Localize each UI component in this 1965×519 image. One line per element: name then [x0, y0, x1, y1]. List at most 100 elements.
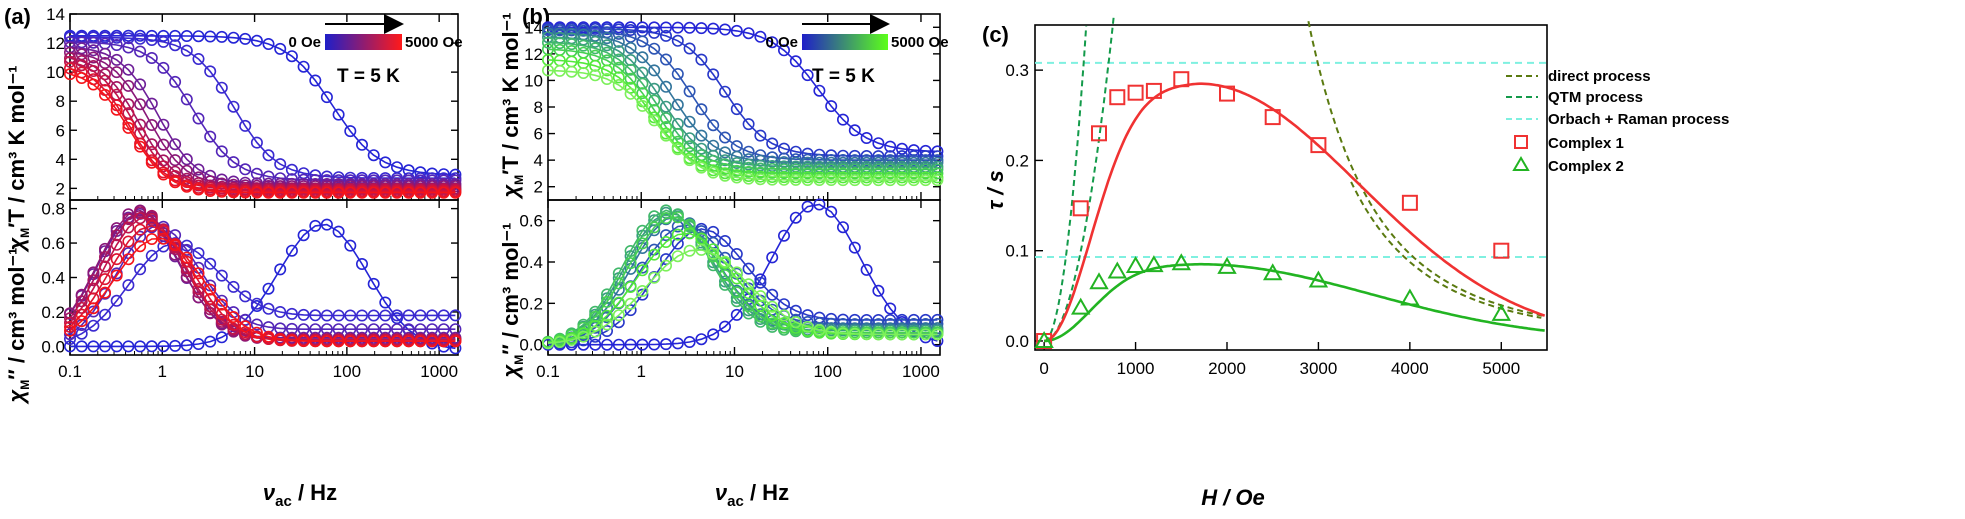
complex-2-point [1400, 288, 1420, 306]
a-bot-data-point [64, 316, 77, 329]
b-top-data-point [541, 64, 554, 77]
a-bot-data-point [285, 334, 298, 347]
b-bot-data-point [671, 250, 684, 263]
b-bot-data-point [589, 310, 602, 323]
b-top-data-point [718, 146, 731, 159]
b-bot-data-point [718, 235, 731, 248]
a-top-data-point [320, 91, 333, 104]
b-top-series-line [547, 36, 938, 168]
complex-1-point [1219, 85, 1235, 102]
a-top-data-point [110, 81, 123, 94]
b-bot-data-point [777, 298, 790, 311]
c-xtick-label: 5000 [1482, 359, 1520, 378]
a-top-data-point [402, 186, 415, 199]
b-top-data-point [600, 46, 613, 59]
b-bot-data-point [695, 232, 708, 245]
b-top-data-point [659, 21, 672, 34]
a-top-data-point [134, 29, 147, 42]
a-bot-data-point [297, 308, 310, 321]
b-top-data-point [718, 131, 731, 144]
b-bot-data-point [766, 300, 779, 313]
b-top-data-point [884, 140, 897, 153]
b-top-data-point [553, 24, 566, 37]
a-top-data-point [110, 103, 123, 116]
a-bot-data-point [414, 335, 427, 348]
b-bot-ytick-label: 0.6 [519, 212, 543, 231]
a-top-data-point [192, 52, 205, 65]
a-top-data-point [262, 37, 275, 50]
a-top-data-point [227, 100, 240, 113]
panel-a: (a) 2 4 6 8 10 12 14 0.0 0.2 0.4 0.6 0.8 0.1 1 10 100 1… [4, 4, 463, 510]
b-bot-data-point [789, 316, 802, 329]
a-bot-data-point [309, 335, 322, 348]
a-top-data-point [274, 158, 287, 171]
b-bot-data-point [636, 288, 649, 301]
qtm-guide [1044, 17, 1115, 342]
b-top-data-point [648, 82, 661, 95]
a-top-ytick-label: 6 [56, 121, 65, 140]
b-top-data-point [789, 173, 802, 186]
a-bot-data-point [134, 230, 147, 243]
b-bot-data-point [884, 302, 897, 315]
b-bot-data-point [659, 229, 672, 242]
panel-a-colorbar-max: 5000 Oe [405, 34, 463, 51]
b-top-ytick-label: 10 [524, 71, 543, 90]
a-top-data-point [332, 171, 345, 184]
b-top-data-point [671, 98, 684, 111]
a-top-data-point [64, 46, 77, 59]
b-bot-data-point [612, 277, 625, 290]
a-top-data-point [169, 75, 182, 88]
a-bot-data-point [367, 309, 380, 322]
b-bot-data-point [707, 328, 720, 341]
a-bot-data-point [239, 320, 252, 333]
b-bot-data-point [624, 338, 637, 351]
a-top-data-point [297, 186, 310, 199]
b-bot-data-point [836, 327, 849, 340]
a-top-data-point [75, 72, 88, 85]
a-top-data-point [169, 176, 182, 189]
a-top-data-point [309, 74, 322, 87]
a-top-data-point [332, 186, 345, 199]
b-bot-ytick-label: 0.4 [519, 253, 543, 272]
panel-c-legend: direct process QTM process Orbach + Rama… [1506, 68, 1729, 175]
a-bot-data-point [367, 335, 380, 348]
a-top-data-point [145, 29, 158, 42]
a-top-data-point [134, 98, 147, 111]
a-bot-data-point [215, 294, 228, 307]
a-top-ytick-label: 4 [56, 150, 65, 169]
panel-b-top-plot: 2 4 6 8 10 12 14 [524, 13, 944, 201]
b-top-data-point [730, 24, 743, 37]
b-top-data-point [848, 174, 861, 187]
a-bot-data-point [320, 218, 333, 231]
a-bot-data-point [75, 315, 88, 328]
a-bot-data-point [64, 328, 77, 341]
b-top-data-point [577, 39, 590, 52]
legend-complex-2-marker [1512, 156, 1530, 171]
a-top-data-point [180, 44, 193, 57]
a-top-data-point [110, 38, 123, 51]
panel-b-bottom-plot: 0.0 0.2 0.4 0.6 0.1 1 10 100 1000 [519, 198, 944, 381]
a-top-data-point [99, 74, 112, 87]
panel-b-bottom-y-label: χM″ / cm³ mol⁻¹ [498, 223, 526, 380]
b-bot-data-point [683, 227, 696, 240]
a-top-data-point [87, 65, 100, 78]
b-top-data-point [907, 174, 920, 187]
a-top-data-point [426, 186, 439, 199]
a-bot-data-point [274, 305, 287, 318]
complex-1-point [1072, 200, 1089, 217]
b-top-data-point [742, 27, 755, 40]
complex-1-point [1109, 89, 1126, 106]
b-top-data-point [730, 103, 743, 116]
b-top-data-point [683, 42, 696, 55]
b-bot-data-point [600, 295, 613, 308]
a-top-data-point [227, 31, 240, 44]
b-top-data-point [872, 167, 885, 180]
legend-complex-1: Complex 1 [1548, 135, 1624, 152]
a-top-data-point [110, 53, 123, 66]
b-top-data-point [589, 69, 602, 82]
b-top-data-point [766, 166, 779, 179]
c-xtick-label: 4000 [1391, 359, 1429, 378]
b-bot-data-point [577, 327, 590, 340]
b-top-data-point [553, 37, 566, 50]
